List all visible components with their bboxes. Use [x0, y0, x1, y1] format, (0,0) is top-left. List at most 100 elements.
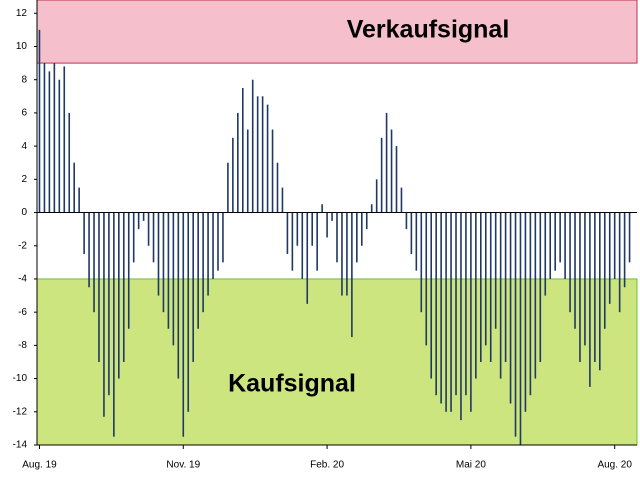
y-tick-label: 12	[16, 8, 28, 19]
bar	[574, 212, 576, 329]
bar	[370, 204, 373, 213]
bar	[480, 212, 482, 362]
bar	[241, 88, 244, 213]
bar	[63, 66, 66, 213]
bar	[440, 212, 442, 404]
bar	[430, 212, 433, 379]
bar	[108, 212, 110, 396]
bar	[603, 212, 606, 329]
bar	[202, 212, 204, 313]
bar	[266, 104, 269, 213]
bar	[162, 212, 165, 313]
y-tick-label: -8	[18, 340, 27, 351]
bar	[460, 212, 462, 421]
bar	[311, 212, 314, 246]
bar	[534, 212, 537, 379]
bar	[524, 212, 527, 412]
bar	[301, 212, 304, 279]
bar	[618, 212, 621, 313]
bar	[435, 212, 437, 396]
bar	[346, 212, 348, 296]
bar	[227, 162, 229, 213]
bar	[539, 212, 542, 362]
bar	[182, 212, 185, 437]
bar	[475, 212, 477, 379]
bar	[390, 129, 393, 213]
bar	[549, 212, 552, 279]
bar	[142, 212, 145, 221]
bar	[132, 212, 135, 263]
bar	[38, 29, 41, 213]
bar	[152, 212, 155, 263]
bar	[455, 212, 457, 396]
bar	[341, 212, 343, 296]
y-tick-label: -14	[13, 440, 28, 451]
bar	[137, 212, 140, 230]
bar	[78, 187, 80, 213]
y-tick-label: 10	[16, 41, 28, 52]
bar	[623, 212, 626, 288]
bar	[360, 212, 363, 246]
bar	[68, 112, 71, 213]
bar	[356, 212, 358, 263]
bar	[385, 112, 388, 213]
y-tick-label: 6	[21, 108, 27, 119]
bar	[599, 212, 601, 371]
bar	[514, 212, 517, 437]
bar	[395, 146, 398, 213]
bar	[172, 212, 175, 346]
bar	[197, 212, 199, 329]
bar	[177, 212, 180, 379]
bar	[291, 212, 294, 271]
bar	[569, 212, 571, 313]
bar	[425, 212, 428, 346]
bar	[579, 212, 581, 362]
bar	[58, 79, 61, 213]
bar	[484, 212, 487, 346]
bar	[122, 212, 125, 362]
x-tick-label: Nov. 19	[166, 460, 200, 471]
bar	[584, 212, 586, 346]
bar	[445, 212, 447, 412]
y-tick-label: -4	[18, 274, 27, 285]
bar	[73, 162, 75, 213]
y-tick-label: -10	[13, 373, 28, 384]
bar	[564, 212, 566, 279]
bar	[48, 71, 51, 213]
bar	[499, 212, 502, 379]
bar	[256, 96, 259, 213]
bar	[613, 212, 616, 279]
bar	[306, 212, 309, 304]
bar	[529, 212, 532, 396]
bar	[296, 212, 299, 246]
bar	[489, 212, 492, 362]
bar	[167, 212, 170, 329]
bar	[217, 212, 219, 271]
bar	[207, 212, 209, 296]
bar	[331, 212, 333, 221]
bar	[594, 212, 596, 362]
x-tick-label: Aug. 19	[22, 460, 57, 471]
bar	[187, 212, 190, 412]
bar	[400, 187, 403, 213]
bar	[276, 162, 279, 213]
bar	[192, 212, 194, 362]
bar	[157, 212, 160, 296]
bar	[237, 112, 239, 213]
bar	[410, 212, 413, 255]
bar	[326, 212, 328, 238]
bar	[83, 212, 85, 255]
bar	[608, 212, 611, 304]
bar	[271, 129, 274, 213]
zone-label: Kaufsignal	[228, 370, 356, 398]
bar	[589, 212, 591, 387]
bar	[88, 212, 90, 288]
zone-label: Verkaufsignal	[347, 16, 510, 44]
bar	[375, 179, 378, 213]
y-tick-label: 2	[21, 174, 27, 185]
bar	[93, 212, 95, 313]
bar	[380, 137, 383, 213]
bar	[103, 212, 105, 417]
bar	[544, 212, 547, 296]
